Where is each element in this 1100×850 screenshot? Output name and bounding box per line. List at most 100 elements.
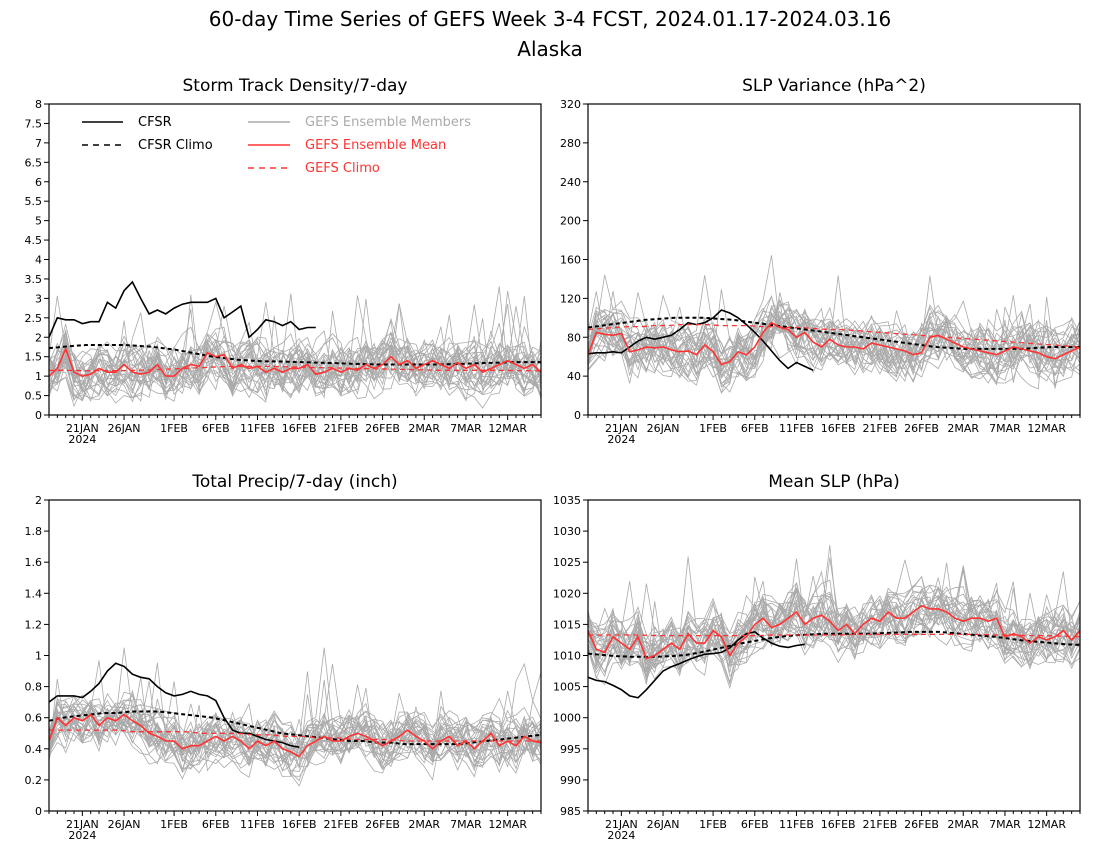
y-tick-label: 990 xyxy=(560,774,581,787)
y-tick-label: 80 xyxy=(567,331,581,344)
y-tick-label: 0 xyxy=(35,805,42,818)
x-tick-label: 16FEB xyxy=(282,422,317,435)
x-tick-label: 26FEB xyxy=(904,818,939,831)
series-gefs-climo xyxy=(49,729,541,742)
ensemble-member-line xyxy=(49,295,541,402)
series-cfsr xyxy=(588,309,814,372)
x-tick-label: 7MAR xyxy=(989,422,1021,435)
y-tick-label: 0 xyxy=(35,409,42,422)
series-gefs-climo xyxy=(588,323,1080,348)
x-tick-label: 26FEB xyxy=(365,422,400,435)
ensemble-member-line xyxy=(49,332,541,403)
y-tick-label: 4.5 xyxy=(25,234,43,247)
x-tick-label: 21FEB xyxy=(862,422,897,435)
plot-frame xyxy=(587,499,1081,812)
series-cfsr-climo xyxy=(49,344,541,366)
ensemble-member-line xyxy=(49,326,541,402)
ensemble-members xyxy=(49,647,541,787)
y-tick-label: 8 xyxy=(35,98,42,111)
precip-panel: Total Precip/7-day (inch) 0 0.2 0.4 0.6 0.8 11… xyxy=(25,472,542,842)
series-cfsr-climo xyxy=(588,316,1080,350)
panel-title: Storm Track Density/7-day xyxy=(183,76,408,96)
ensemble-member-line xyxy=(588,307,1080,384)
x-tick-label: 21JAN xyxy=(66,818,99,831)
x-tick-label: 12MAR xyxy=(1027,422,1066,435)
ensemble-member-line xyxy=(49,713,541,774)
series-cfsr xyxy=(49,662,300,748)
x-tick-label: 7MAR xyxy=(450,422,482,435)
y-tick-label: 995 xyxy=(560,743,581,756)
ensemble-member-line xyxy=(49,696,541,770)
y-tick-label: 0.4 xyxy=(25,743,43,756)
storm-track-panel: Storm Track Density/7-day 0 0.5 1 1.5 2 2.5 3 3.… xyxy=(25,76,542,446)
y-tick-label: 160 xyxy=(560,254,581,267)
x-tick-label: 21JAN xyxy=(66,422,99,435)
y-tick-label: 1030 xyxy=(553,525,581,538)
y-tick-label: 1005 xyxy=(553,681,581,694)
series-cfsr xyxy=(588,631,805,699)
y-tick-label: 1010 xyxy=(553,650,581,663)
x-tick-label: 16FEB xyxy=(282,818,317,831)
mean-slp-panel: Mean SLP (hPa) 985 990 995 1000 1005 1010 1015 1… xyxy=(553,472,1081,842)
x-tick-label: 26JAN xyxy=(647,422,680,435)
ensemble-member-line xyxy=(49,320,541,397)
x-tick-label: 21FEB xyxy=(323,818,358,831)
ensemble-member-line xyxy=(588,303,1080,381)
ensemble-member-line xyxy=(588,255,1080,379)
y-tick-label: 240 xyxy=(560,176,581,189)
legend-gefs-climo-label: GEFS Climo xyxy=(305,161,380,176)
x-tick-label: 2MAR xyxy=(408,818,440,831)
ensemble-member-line xyxy=(588,584,1080,686)
ensemble-member-line xyxy=(588,594,1080,672)
y-tick-label: 1.8 xyxy=(25,525,43,538)
series-gefs-ensemble-mean xyxy=(588,604,1080,660)
ensemble-member-line xyxy=(588,295,1080,390)
y-tick-label: 0.6 xyxy=(25,712,43,725)
x-tick-label: 11FEB xyxy=(240,818,275,831)
series-gefs-ensemble-mean xyxy=(49,713,541,758)
x-year-label: 2024 xyxy=(607,433,635,446)
y-tick-label: 1.5 xyxy=(25,351,43,364)
panel-title: Mean SLP (hPa) xyxy=(768,472,900,492)
y-tick-label: 7 xyxy=(35,137,42,150)
panel-title: Total Precip/7-day (inch) xyxy=(191,472,397,492)
series-gefs-climo xyxy=(49,365,541,372)
x-tick-label: 11FEB xyxy=(779,818,814,831)
x-tick-label: 26FEB xyxy=(904,422,939,435)
x-tick-label: 26JAN xyxy=(647,818,680,831)
ensemble-members xyxy=(49,286,541,409)
y-tick-label: 0.8 xyxy=(25,681,43,694)
series-cfsr-climo xyxy=(588,630,1080,658)
ensemble-member-line xyxy=(49,699,541,767)
x-tick-label: 11FEB xyxy=(240,422,275,435)
y-tick-label: 0.2 xyxy=(25,774,43,787)
y-tick-label: 1015 xyxy=(553,618,581,631)
ensemble-member-line xyxy=(588,316,1080,380)
ensemble-member-line xyxy=(588,545,1080,669)
x-tick-label: 1FEB xyxy=(699,422,727,435)
x-tick-label: 2MAR xyxy=(408,422,440,435)
x-tick-label: 26JAN xyxy=(108,818,141,831)
y-tick-label: 3 xyxy=(35,292,42,305)
y-tick-label: 1.2 xyxy=(25,618,43,631)
series-cfsr xyxy=(49,280,316,339)
x-tick-label: 11FEB xyxy=(779,422,814,435)
x-tick-label: 21FEB xyxy=(323,422,358,435)
y-tick-label: 280 xyxy=(560,137,581,150)
panel-title: SLP Variance (hPa^2) xyxy=(742,76,926,96)
legend-gefs-mean-label: GEFS Ensemble Mean xyxy=(305,138,446,153)
ensemble-member-line xyxy=(49,302,541,396)
figure-subtitle: Alaska xyxy=(517,37,582,61)
ensemble-member-line xyxy=(588,575,1080,680)
ensemble-member-line xyxy=(49,308,541,397)
y-tick-label: 7.5 xyxy=(25,117,43,130)
x-tick-label: 6FEB xyxy=(202,818,230,831)
y-tick-label: 0 xyxy=(574,409,581,422)
legend-cfsr-climo-label: CFSR Climo xyxy=(138,138,213,153)
ensemble-member-line xyxy=(49,340,541,397)
x-tick-label: 21JAN xyxy=(605,818,638,831)
y-tick-label: 6 xyxy=(35,176,42,189)
y-tick-label: 40 xyxy=(567,370,581,383)
y-tick-label: 2.5 xyxy=(25,312,43,325)
